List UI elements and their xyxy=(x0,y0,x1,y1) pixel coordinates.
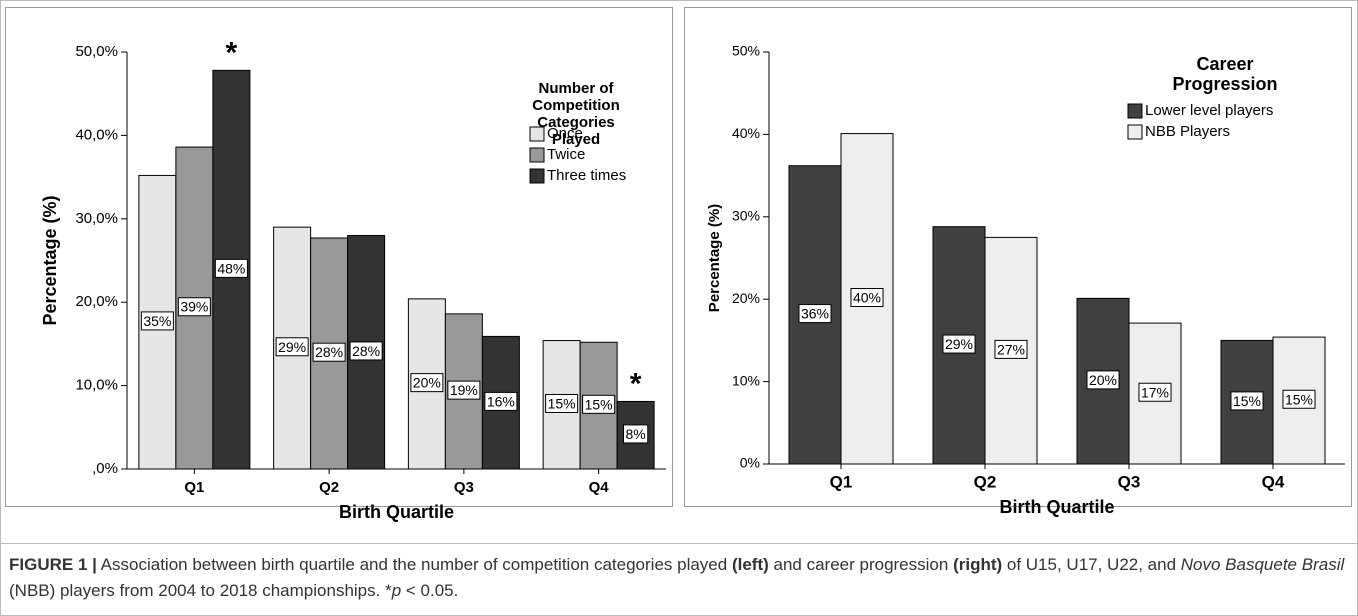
x-axis-title: Birth Quartile xyxy=(999,497,1114,517)
value-label: 29% xyxy=(945,336,973,352)
y-tick-label: 30,0% xyxy=(75,210,118,227)
separator xyxy=(1,543,1357,544)
value-label-box xyxy=(214,258,248,278)
value-label: 48% xyxy=(217,260,245,276)
y-tick-label: 40,0% xyxy=(75,126,118,143)
value-label: 15% xyxy=(1285,391,1313,407)
value-label-box xyxy=(942,334,976,354)
value-label: 15% xyxy=(1233,393,1261,409)
value-label-box xyxy=(798,304,832,324)
caption-text: (left) xyxy=(731,555,769,574)
left-panel: ,0% 10,0% 20,0% 30,0% 40,0% 50,0% 35% 29% 20% 15%… xyxy=(5,7,673,522)
caption-text: Novo Basquete Brasil xyxy=(1180,555,1345,574)
x-tick-label: Q2 xyxy=(319,479,339,496)
value-label: 27% xyxy=(997,341,1025,357)
y-tick-label: 50% xyxy=(732,43,760,59)
caption-text: p xyxy=(391,581,402,600)
value-label: 39% xyxy=(180,299,208,315)
caption-text: (right) xyxy=(953,555,1003,574)
legend-label: Lower level players xyxy=(1145,102,1273,119)
legend-title: Number of Competition Categories Played xyxy=(532,80,620,148)
x-tick-label: Q3 xyxy=(1118,472,1141,491)
caption-text: < 0.05. xyxy=(401,581,459,600)
value-label-box xyxy=(312,342,346,362)
y-tick-label: 10% xyxy=(732,372,760,388)
legend-swatch xyxy=(1127,103,1143,119)
annotation: * xyxy=(630,367,642,400)
y-tick-label: ,0% xyxy=(92,460,118,477)
caption-text: FIGURE 1 | xyxy=(9,555,97,574)
caption-text: and career progression xyxy=(768,555,954,574)
value-label-box xyxy=(140,311,174,331)
value-label: 20% xyxy=(413,375,441,391)
y-tick-label: 20,0% xyxy=(75,293,118,310)
value-label: 36% xyxy=(801,306,829,322)
value-label-box xyxy=(1086,370,1120,390)
legend-swatch xyxy=(529,147,545,163)
value-label-box xyxy=(545,393,579,413)
value-label: 40% xyxy=(853,289,881,305)
caption-text: Association between birth quartile and t… xyxy=(96,555,732,574)
y-tick-label: 10,0% xyxy=(75,377,118,394)
value-label-box xyxy=(582,394,616,414)
value-label: 29% xyxy=(278,339,306,355)
x-axis-title: Birth Quartile xyxy=(339,502,454,522)
value-label-box xyxy=(623,424,649,444)
value-label-box xyxy=(275,337,309,357)
value-label-box xyxy=(349,341,383,361)
legend-swatch xyxy=(1127,124,1143,140)
legend-label: NBB Players xyxy=(1145,123,1230,140)
value-label-box xyxy=(1230,391,1264,411)
value-label-box xyxy=(447,380,481,400)
value-label: 15% xyxy=(548,395,576,411)
value-label-box xyxy=(1138,382,1172,402)
value-label-box xyxy=(484,391,518,411)
x-tick-label: Q1 xyxy=(184,479,204,496)
legend-label: Twice xyxy=(547,146,585,163)
y-tick-label: 0% xyxy=(740,455,760,471)
legend-label: Once xyxy=(547,125,583,142)
value-label: 16% xyxy=(487,393,515,409)
y-axis-title: Percentage (%) xyxy=(40,195,60,325)
chart: 0% 10% 20% 30% 40% 50% 36% 29% 20% 15% 40% 27% 17% 15… xyxy=(706,43,1345,517)
value-label: 35% xyxy=(143,313,171,329)
caption: FIGURE 1 | Association between birth qua… xyxy=(9,552,1349,604)
value-label: 28% xyxy=(315,344,343,360)
value-label: 20% xyxy=(1089,372,1117,388)
y-tick-label: 50,0% xyxy=(75,43,118,60)
x-tick-label: Q4 xyxy=(589,479,610,496)
value-label: 15% xyxy=(585,396,613,412)
value-label: 17% xyxy=(1141,384,1169,400)
x-tick-label: Q3 xyxy=(454,479,474,496)
legend-title: Career Progression xyxy=(1172,54,1278,94)
caption-text: (NBB) players from 2004 to 2018 champion… xyxy=(9,555,1349,600)
legend-label: Three times xyxy=(547,167,626,184)
y-axis-title: Percentage (%) xyxy=(706,204,723,312)
value-label-box xyxy=(994,339,1028,359)
y-tick-label: 40% xyxy=(732,125,760,141)
y-tick-label: 30% xyxy=(732,208,760,224)
value-label-box xyxy=(177,297,211,317)
x-tick-label: Q1 xyxy=(830,472,853,491)
legend-swatch xyxy=(529,168,545,184)
legend-swatch xyxy=(529,126,545,142)
value-label: 19% xyxy=(450,382,478,398)
x-tick-label: Q2 xyxy=(974,472,997,491)
x-tick-label: Q4 xyxy=(1262,472,1285,491)
caption-text: of U15, U17, U22, and xyxy=(1002,555,1181,574)
value-label-box xyxy=(850,287,884,307)
value-label-box xyxy=(410,373,444,393)
annotation: * xyxy=(226,36,238,69)
value-label-box xyxy=(1282,389,1316,409)
right-panel: 0% 10% 20% 30% 40% 50% 36% 29% 20% 15% 40% 27% 17% 15… xyxy=(684,7,1352,517)
value-label: 28% xyxy=(352,343,380,359)
chart: ,0% 10,0% 20,0% 30,0% 40,0% 50,0% 35% 29% 20% 15%… xyxy=(40,36,666,522)
y-tick-label: 20% xyxy=(732,290,760,306)
value-label: 8% xyxy=(626,426,646,442)
